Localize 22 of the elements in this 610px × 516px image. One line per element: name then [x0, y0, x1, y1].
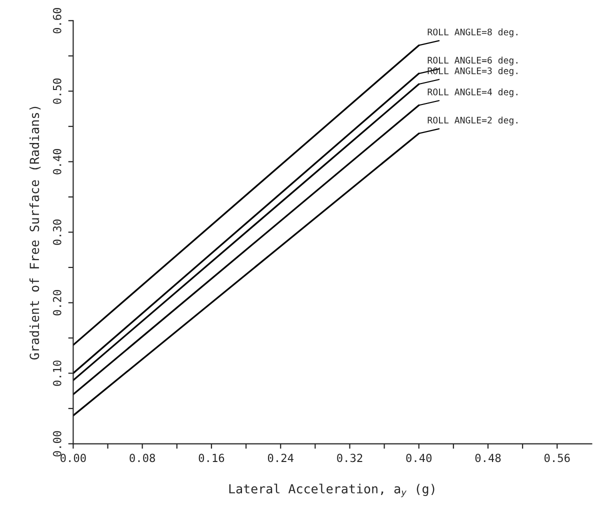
y-tick-label: 0.10: [52, 360, 62, 386]
series-label: ROLL ANGLE=6 deg.: [428, 56, 518, 66]
x-tick-label: 0.56: [544, 454, 570, 462]
x-tick-label: 0.40: [406, 454, 432, 462]
x-tick-label: 0.16: [198, 454, 224, 462]
y-tick-label: 0.30: [52, 220, 62, 245]
x-tick-label: 0.48: [475, 454, 501, 462]
y-tick-label: 0.60: [52, 8, 62, 34]
x-tick-label: 0.24: [268, 454, 294, 462]
y-tick-label: 0.00: [52, 431, 62, 456]
series-label: ROLL ANGLE=8 deg.: [428, 28, 518, 38]
series-label: ROLL ANGLE=4 deg.: [428, 88, 518, 98]
x-tick-label: 0.32: [337, 454, 362, 462]
y-tick-label: 0.50: [52, 78, 62, 104]
y-tick-label: 0.40: [52, 149, 62, 174]
x-tick-label: 0.08: [130, 454, 155, 462]
series-label: ROLL ANGLE=3 deg.: [428, 67, 518, 76]
series-label: ROLL ANGLE=2 deg.: [428, 116, 518, 126]
y-tick-label: 0.20: [52, 290, 62, 316]
y-axis-title: Gradient of Free Surface (Radians): [29, 106, 41, 360]
text: 0.00: [60, 454, 86, 462]
x-axis-title: Lateral Acceleration, a$_{y}$ (g): [229, 484, 434, 498]
